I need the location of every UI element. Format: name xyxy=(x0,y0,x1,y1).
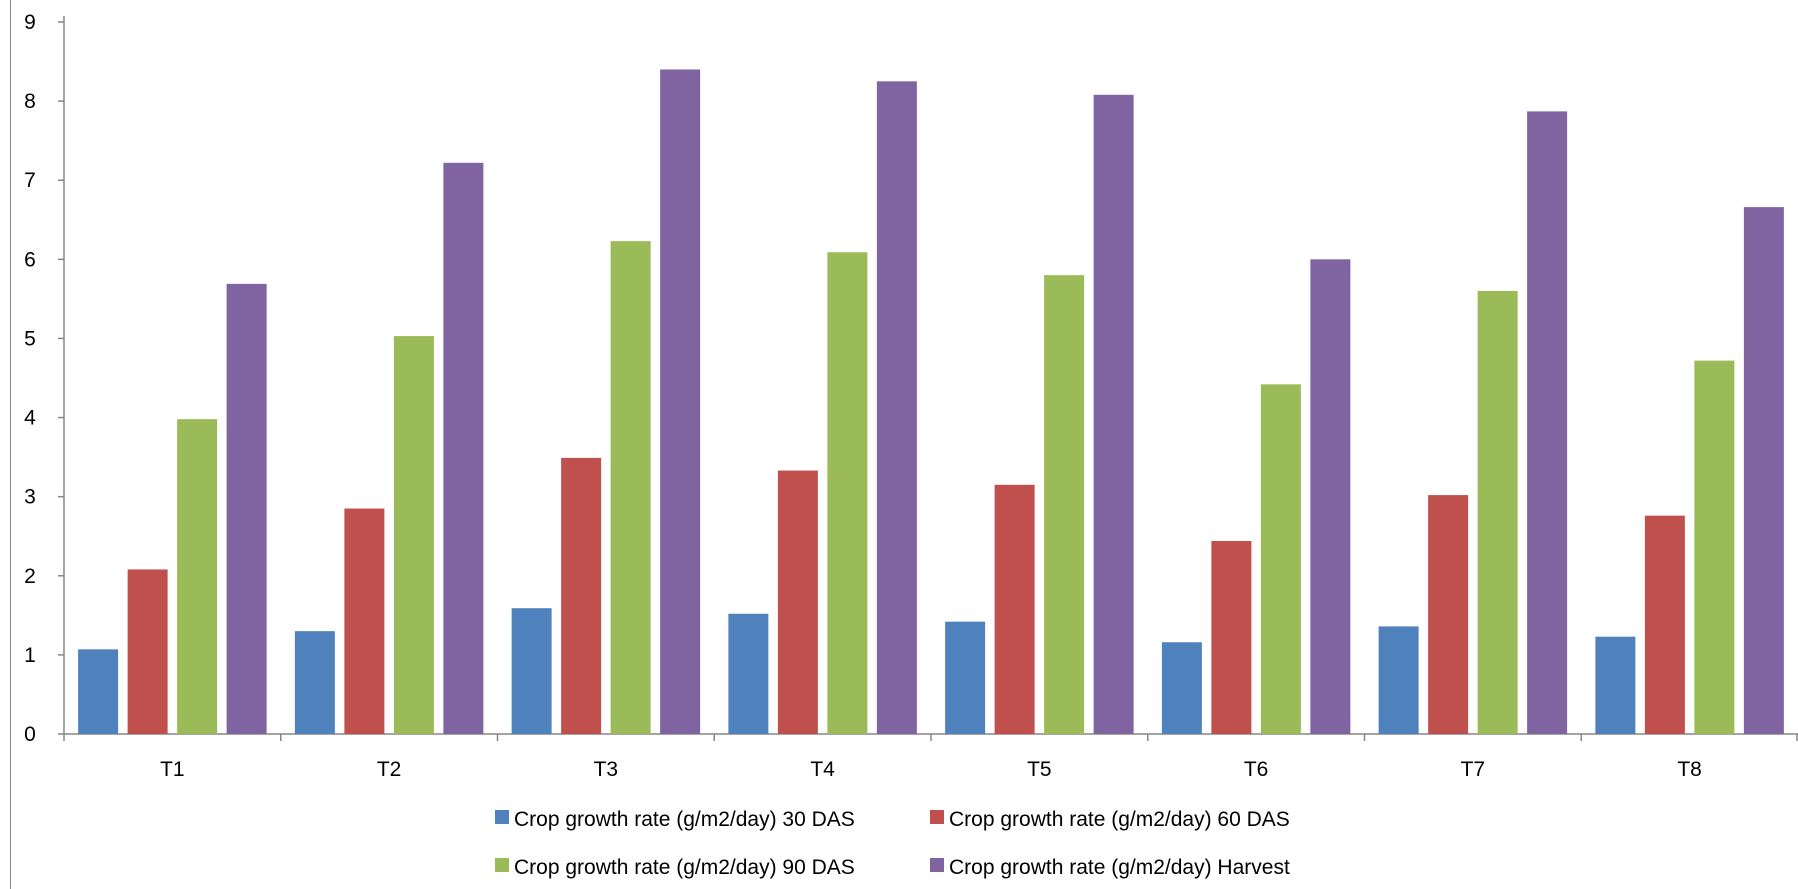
bar xyxy=(1378,626,1419,734)
x-category-label: T7 xyxy=(1461,758,1486,781)
x-category-label: T1 xyxy=(160,758,185,781)
y-tick-label: 3 xyxy=(24,486,36,509)
x-category-label: T5 xyxy=(1027,758,1052,781)
y-tick-label: 8 xyxy=(24,90,36,113)
bar xyxy=(1161,642,1202,734)
legend-label: Crop growth rate (g/m2/day) 30 DAS xyxy=(514,808,855,831)
bar xyxy=(177,419,218,734)
y-tick-label: 6 xyxy=(24,248,36,271)
legend-swatch xyxy=(495,810,509,824)
y-tick-label: 1 xyxy=(24,644,36,667)
bar xyxy=(777,470,818,734)
x-category-label: T6 xyxy=(1244,758,1269,781)
bar xyxy=(1093,94,1134,734)
bar xyxy=(1644,515,1685,734)
bar xyxy=(610,241,651,735)
bar xyxy=(1044,275,1085,734)
bar xyxy=(1694,360,1735,734)
bar xyxy=(294,631,335,734)
legend-label: Crop growth rate (g/m2/day) Harvest xyxy=(949,856,1290,879)
bar xyxy=(1743,207,1784,734)
legend-swatch xyxy=(930,858,944,872)
bar xyxy=(127,569,168,734)
x-category-label: T4 xyxy=(810,758,835,781)
bar xyxy=(1428,495,1469,734)
bar xyxy=(393,336,434,734)
x-category-label: T2 xyxy=(377,758,402,781)
legend-swatch xyxy=(930,810,944,824)
bar xyxy=(78,649,119,734)
bar xyxy=(1595,636,1636,734)
legend-label: Crop growth rate (g/m2/day) 60 DAS xyxy=(949,808,1290,831)
bar xyxy=(827,252,868,735)
y-tick-label: 2 xyxy=(24,565,36,588)
bar xyxy=(344,508,385,734)
y-tick-label: 7 xyxy=(24,169,36,192)
bar xyxy=(1310,259,1351,734)
bar xyxy=(876,81,917,735)
legend-swatch xyxy=(495,858,509,872)
y-tick-label: 0 xyxy=(24,723,36,746)
y-tick-label: 4 xyxy=(24,407,36,430)
bar xyxy=(1211,540,1252,734)
bar xyxy=(994,484,1035,734)
bar xyxy=(1260,384,1301,734)
bar xyxy=(226,283,267,734)
bar xyxy=(728,613,769,734)
legend-label: Crop growth rate (g/m2/day) 90 DAS xyxy=(514,856,855,879)
bar xyxy=(561,457,602,734)
x-category-label: T8 xyxy=(1677,758,1702,781)
bar xyxy=(1527,111,1568,734)
bar xyxy=(945,621,986,734)
y-tick-label: 5 xyxy=(24,327,36,350)
bar xyxy=(443,162,484,735)
bar xyxy=(660,69,701,734)
bar xyxy=(1477,290,1518,734)
y-tick-label: 9 xyxy=(24,11,36,34)
bar xyxy=(511,608,552,734)
x-category-label: T3 xyxy=(594,758,619,781)
